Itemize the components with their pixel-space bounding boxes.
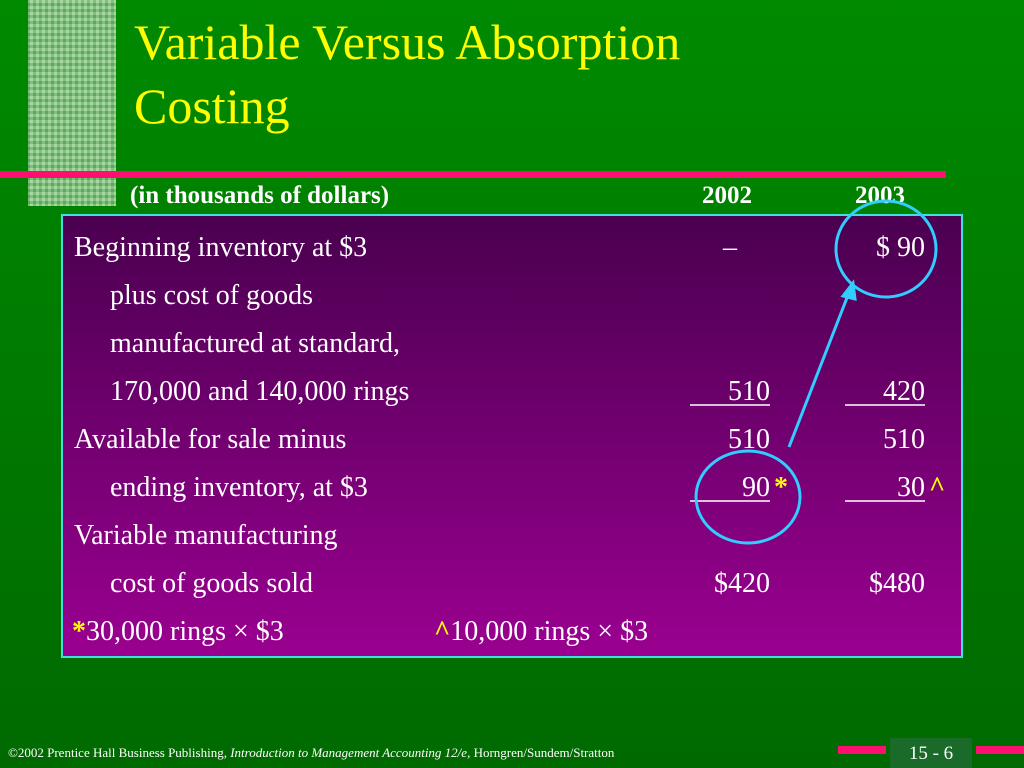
title-box: Variable Versus Absorption Costing xyxy=(134,14,681,134)
row-label: cost of goods sold xyxy=(110,568,313,599)
footnote-text: 10,000 rings × $3 xyxy=(450,616,648,647)
note-mark: * xyxy=(774,472,788,503)
row-label: 170,000 and 140,000 rings xyxy=(110,376,409,407)
row-label: Variable manufacturing xyxy=(74,520,338,551)
row-label: plus cost of goods xyxy=(110,280,313,311)
column-header: 2002 xyxy=(702,182,752,209)
cell: $480 xyxy=(869,568,925,599)
row-label: manufactured at standard, xyxy=(110,328,400,359)
row-label: Available for sale minus xyxy=(74,424,346,455)
cell: $420 xyxy=(714,568,770,599)
copyright: ©2002 Prentice Hall Business Publishing, xyxy=(8,745,227,760)
footnote: ^10,000 rings × $3 xyxy=(434,616,648,647)
cell: 510 xyxy=(883,424,925,455)
cell: 420 xyxy=(883,376,925,407)
table-box xyxy=(61,214,963,658)
footer: ©2002 Prentice Hall Business Publishing,… xyxy=(8,745,615,760)
cell: 510 xyxy=(728,376,770,407)
header-label: (in thousands of dollars) xyxy=(130,182,389,209)
title: Variable Versus Absorption Costing xyxy=(134,14,681,134)
rule xyxy=(838,746,886,754)
authors: Horngren/Sundem/Stratton xyxy=(474,745,615,760)
cell: 30 xyxy=(897,472,925,503)
annotation xyxy=(694,199,938,545)
book: Introduction to Management Accounting 12… xyxy=(229,745,470,760)
row-label: Beginning inventory at $3 xyxy=(74,232,367,263)
cell: $ 90 xyxy=(876,232,925,263)
circle xyxy=(694,449,802,545)
circle xyxy=(834,199,938,299)
footnote: *30,000 rings × $3 xyxy=(72,616,284,647)
arrow xyxy=(787,289,852,448)
arrow-head xyxy=(840,279,857,301)
rule xyxy=(976,746,1024,754)
page-number: 15 - 6 xyxy=(909,743,953,764)
cell: 90 xyxy=(742,472,770,503)
page-box xyxy=(890,738,972,768)
rule xyxy=(0,171,946,178)
footnote-mark: * xyxy=(72,616,86,647)
cell: – xyxy=(722,232,738,263)
footnote-text: 30,000 rings × $3 xyxy=(86,616,284,647)
note-mark: ^ xyxy=(929,472,945,503)
footnote-mark: ^ xyxy=(434,616,450,647)
row-label: ending inventory, at $3 xyxy=(110,472,368,503)
